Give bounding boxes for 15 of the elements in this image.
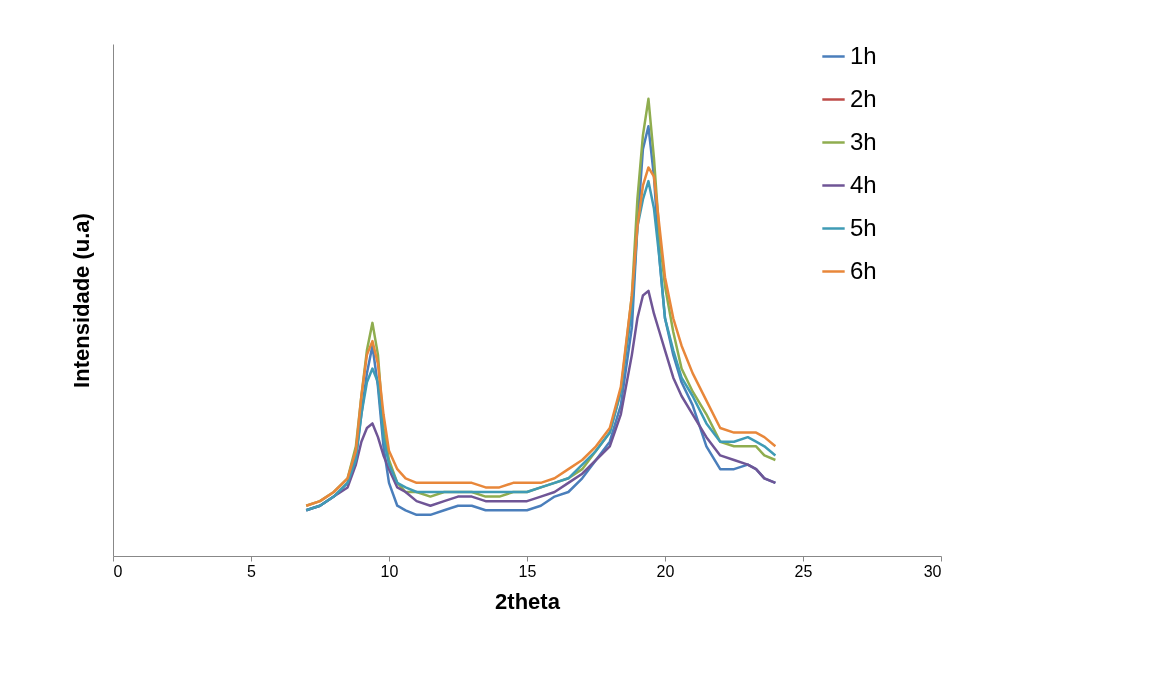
x-tick-label: 30 bbox=[923, 562, 942, 580]
y-axis-title: Intensidade (u.a) bbox=[68, 213, 94, 388]
x-tick-label: 0 bbox=[113, 562, 123, 580]
legend-label: 2h bbox=[850, 84, 877, 112]
legend-label: 5h bbox=[850, 213, 877, 241]
x-tick-label: 5 bbox=[247, 562, 257, 580]
legend-label: 3h bbox=[850, 127, 877, 155]
x-tick-label: 15 bbox=[518, 562, 537, 580]
x-axis-title: 2theta bbox=[495, 588, 561, 614]
legend-label: 4h bbox=[850, 170, 877, 198]
legend-label: 6h bbox=[850, 256, 877, 284]
x-tick-label: 10 bbox=[380, 562, 399, 580]
x-tick-label: 20 bbox=[656, 562, 675, 580]
legend-label: 1h bbox=[850, 41, 877, 69]
x-tick-label: 25 bbox=[794, 562, 813, 580]
